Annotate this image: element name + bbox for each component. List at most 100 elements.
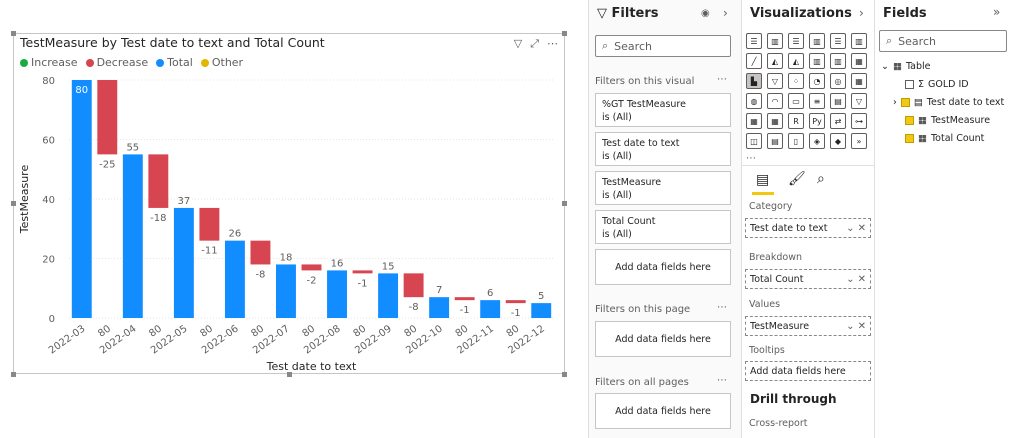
clustered-bar-icon[interactable]: ☰ <box>788 33 804 49</box>
remove-field-icon[interactable]: ⌄ ✕ <box>846 320 866 332</box>
remove-field-icon[interactable]: ⌄ ✕ <box>846 222 866 234</box>
waterfall-chart-icon[interactable]: ▙ <box>746 73 762 89</box>
filter-card-gt-testmeasure[interactable]: %GT TestMeasure is (All) <box>595 93 731 127</box>
matrix-icon[interactable]: ▦ <box>767 113 783 129</box>
remove-field-icon[interactable]: ⌄ ✕ <box>846 273 866 285</box>
decrease-bar <box>403 273 424 298</box>
field-testmeasure[interactable]: ▦ TestMeasure <box>905 115 990 126</box>
power-automate-icon[interactable]: » <box>851 133 867 149</box>
eye-icon[interactable]: ◉ <box>701 8 710 19</box>
decrease-bar <box>199 207 220 241</box>
format-tab-icon[interactable]: 🖌 <box>788 171 806 187</box>
qa-icon[interactable]: ◫ <box>746 133 762 149</box>
stacked-column-icon[interactable]: ▥ <box>767 33 783 49</box>
ribbon-chart-icon[interactable]: ▦ <box>851 53 867 69</box>
kpi-icon[interactable]: ▤ <box>830 93 846 109</box>
analytics-tab-icon[interactable]: ⌕ <box>817 171 825 187</box>
table-icon[interactable]: ▦ <box>746 113 762 129</box>
resize-handle-bl[interactable] <box>11 372 16 377</box>
more-options-icon[interactable]: ⋯ <box>547 37 558 50</box>
calculator-icon: ▦ <box>918 115 927 126</box>
donut-chart-icon[interactable]: ◎ <box>830 73 846 89</box>
r-visual-icon[interactable]: R <box>788 113 804 129</box>
key-influencers-icon[interactable]: ⇄ <box>830 113 846 129</box>
paginated-report-icon[interactable]: ▯ <box>788 133 804 149</box>
visualizations-pane: Visualizations › ☰ ▥ ☰ ▥ ☰ ▥ ╱ ◭ ◭ ▥ ▥ ▦… <box>741 0 875 438</box>
slicer-icon[interactable]: ▽ <box>851 93 867 109</box>
filter-card-total-count[interactable]: Total Count is (All) <box>595 210 731 244</box>
resize-handle-br[interactable] <box>562 372 567 377</box>
stacked-bar-icon[interactable]: ☰ <box>746 33 762 49</box>
stacked-area-icon[interactable]: ◭ <box>788 53 804 69</box>
line-stacked-column-icon[interactable]: ▥ <box>830 53 846 69</box>
filters-search-input[interactable]: ⌕ Search <box>595 35 731 57</box>
sigma-icon: Σ <box>918 79 925 90</box>
checkbox[interactable] <box>905 80 914 89</box>
treemap-icon[interactable]: ▦ <box>851 73 867 89</box>
total-bar <box>173 207 194 318</box>
gauge-icon[interactable]: ◠ <box>767 93 783 109</box>
more-options-icon[interactable]: ⋯ <box>717 74 727 85</box>
y-axis-title: TestMeasure <box>18 165 31 235</box>
smart-narrative-icon[interactable]: ▤ <box>767 133 783 149</box>
breakdown-well[interactable]: Total Count ⌄ ✕ <box>745 269 871 289</box>
funnel-icon[interactable]: ▽ <box>767 73 783 89</box>
collapse-fields-icon[interactable]: » <box>993 5 1001 19</box>
more-options-icon[interactable]: ⋯ <box>717 302 727 313</box>
total-bar <box>327 270 347 318</box>
all-pages-filter-drop-zone[interactable]: Add data fields here <box>595 393 731 429</box>
values-well[interactable]: TestMeasure ⌄ ✕ <box>745 316 871 336</box>
visual-filter-drop-zone[interactable]: Add data fields here <box>595 249 731 285</box>
line-chart-icon[interactable]: ╱ <box>746 53 762 69</box>
100-bar-icon[interactable]: ☰ <box>830 33 846 49</box>
x-tick-label: 80 <box>96 323 113 339</box>
field-total-count[interactable]: ▦ Total Count <box>905 133 984 144</box>
category-well[interactable]: Test date to text ⌄ ✕ <box>745 218 871 238</box>
checkbox[interactable] <box>905 134 914 143</box>
resize-handle-tr[interactable] <box>562 31 567 36</box>
decrease-bar <box>454 297 475 301</box>
resize-handle-b[interactable] <box>287 372 292 377</box>
field-gold-id[interactable]: Σ GOLD ID <box>905 79 969 90</box>
filter-funnel-icon: ▽ <box>597 6 612 21</box>
resize-handle-tl[interactable] <box>11 31 16 36</box>
area-chart-icon[interactable]: ◭ <box>767 53 783 69</box>
map-icon[interactable]: ◍ <box>746 93 762 109</box>
python-visual-icon[interactable]: Py <box>809 113 825 129</box>
page-filter-drop-zone[interactable]: Add data fields here <box>595 321 731 357</box>
data-label: 7 <box>436 285 442 296</box>
field-test-date[interactable]: › ▤ Test date to text <box>893 97 1005 108</box>
collapse-filters-icon[interactable]: › <box>723 6 728 20</box>
filter-icon[interactable]: ▽ <box>513 37 523 50</box>
fields-search-input[interactable]: ⌕ Search <box>879 30 1007 52</box>
multi-row-card-icon[interactable]: ≡ <box>809 93 825 109</box>
table-node[interactable]: ⌄ ▦ Table <box>881 61 931 72</box>
filter-card-testmeasure[interactable]: TestMeasure is (All) <box>595 171 731 205</box>
line-column-icon[interactable]: ▥ <box>809 53 825 69</box>
resize-handle-r[interactable] <box>562 201 567 206</box>
card-icon[interactable]: ▭ <box>788 93 804 109</box>
resize-handle-l[interactable] <box>11 201 16 206</box>
data-label: -18 <box>150 213 166 224</box>
scatter-chart-icon[interactable]: ⁘ <box>788 73 804 89</box>
focus-mode-icon[interactable]: ⤢ <box>530 37 539 50</box>
pie-chart-icon[interactable]: ◔ <box>809 73 825 89</box>
decrease-bar <box>250 240 271 265</box>
waterfall-visual[interactable]: TestMeasure by Test date to text and Tot… <box>13 33 565 374</box>
filter-card-test-date[interactable]: Test date to text is (All) <box>595 132 731 166</box>
checkbox[interactable] <box>900 98 910 107</box>
data-label: -1 <box>358 278 368 289</box>
data-label: -1 <box>460 305 470 316</box>
legend-item-total: Total <box>156 56 193 69</box>
power-apps-icon[interactable]: ◆ <box>830 133 846 149</box>
collapse-visualizations-icon[interactable]: › <box>859 6 864 20</box>
fields-tab-icon[interactable]: ▤ <box>756 172 770 188</box>
clustered-column-icon[interactable]: ▥ <box>809 33 825 49</box>
more-visuals-icon[interactable]: ⋯ <box>746 153 756 164</box>
more-options-icon[interactable]: ⋯ <box>717 375 727 386</box>
checkbox[interactable] <box>905 116 914 125</box>
azure-map-icon[interactable]: ◈ <box>809 133 825 149</box>
decomposition-tree-icon[interactable]: ⊶ <box>851 113 867 129</box>
100-column-icon[interactable]: ▥ <box>851 33 867 49</box>
tooltips-well[interactable]: Add data fields here <box>745 361 871 381</box>
